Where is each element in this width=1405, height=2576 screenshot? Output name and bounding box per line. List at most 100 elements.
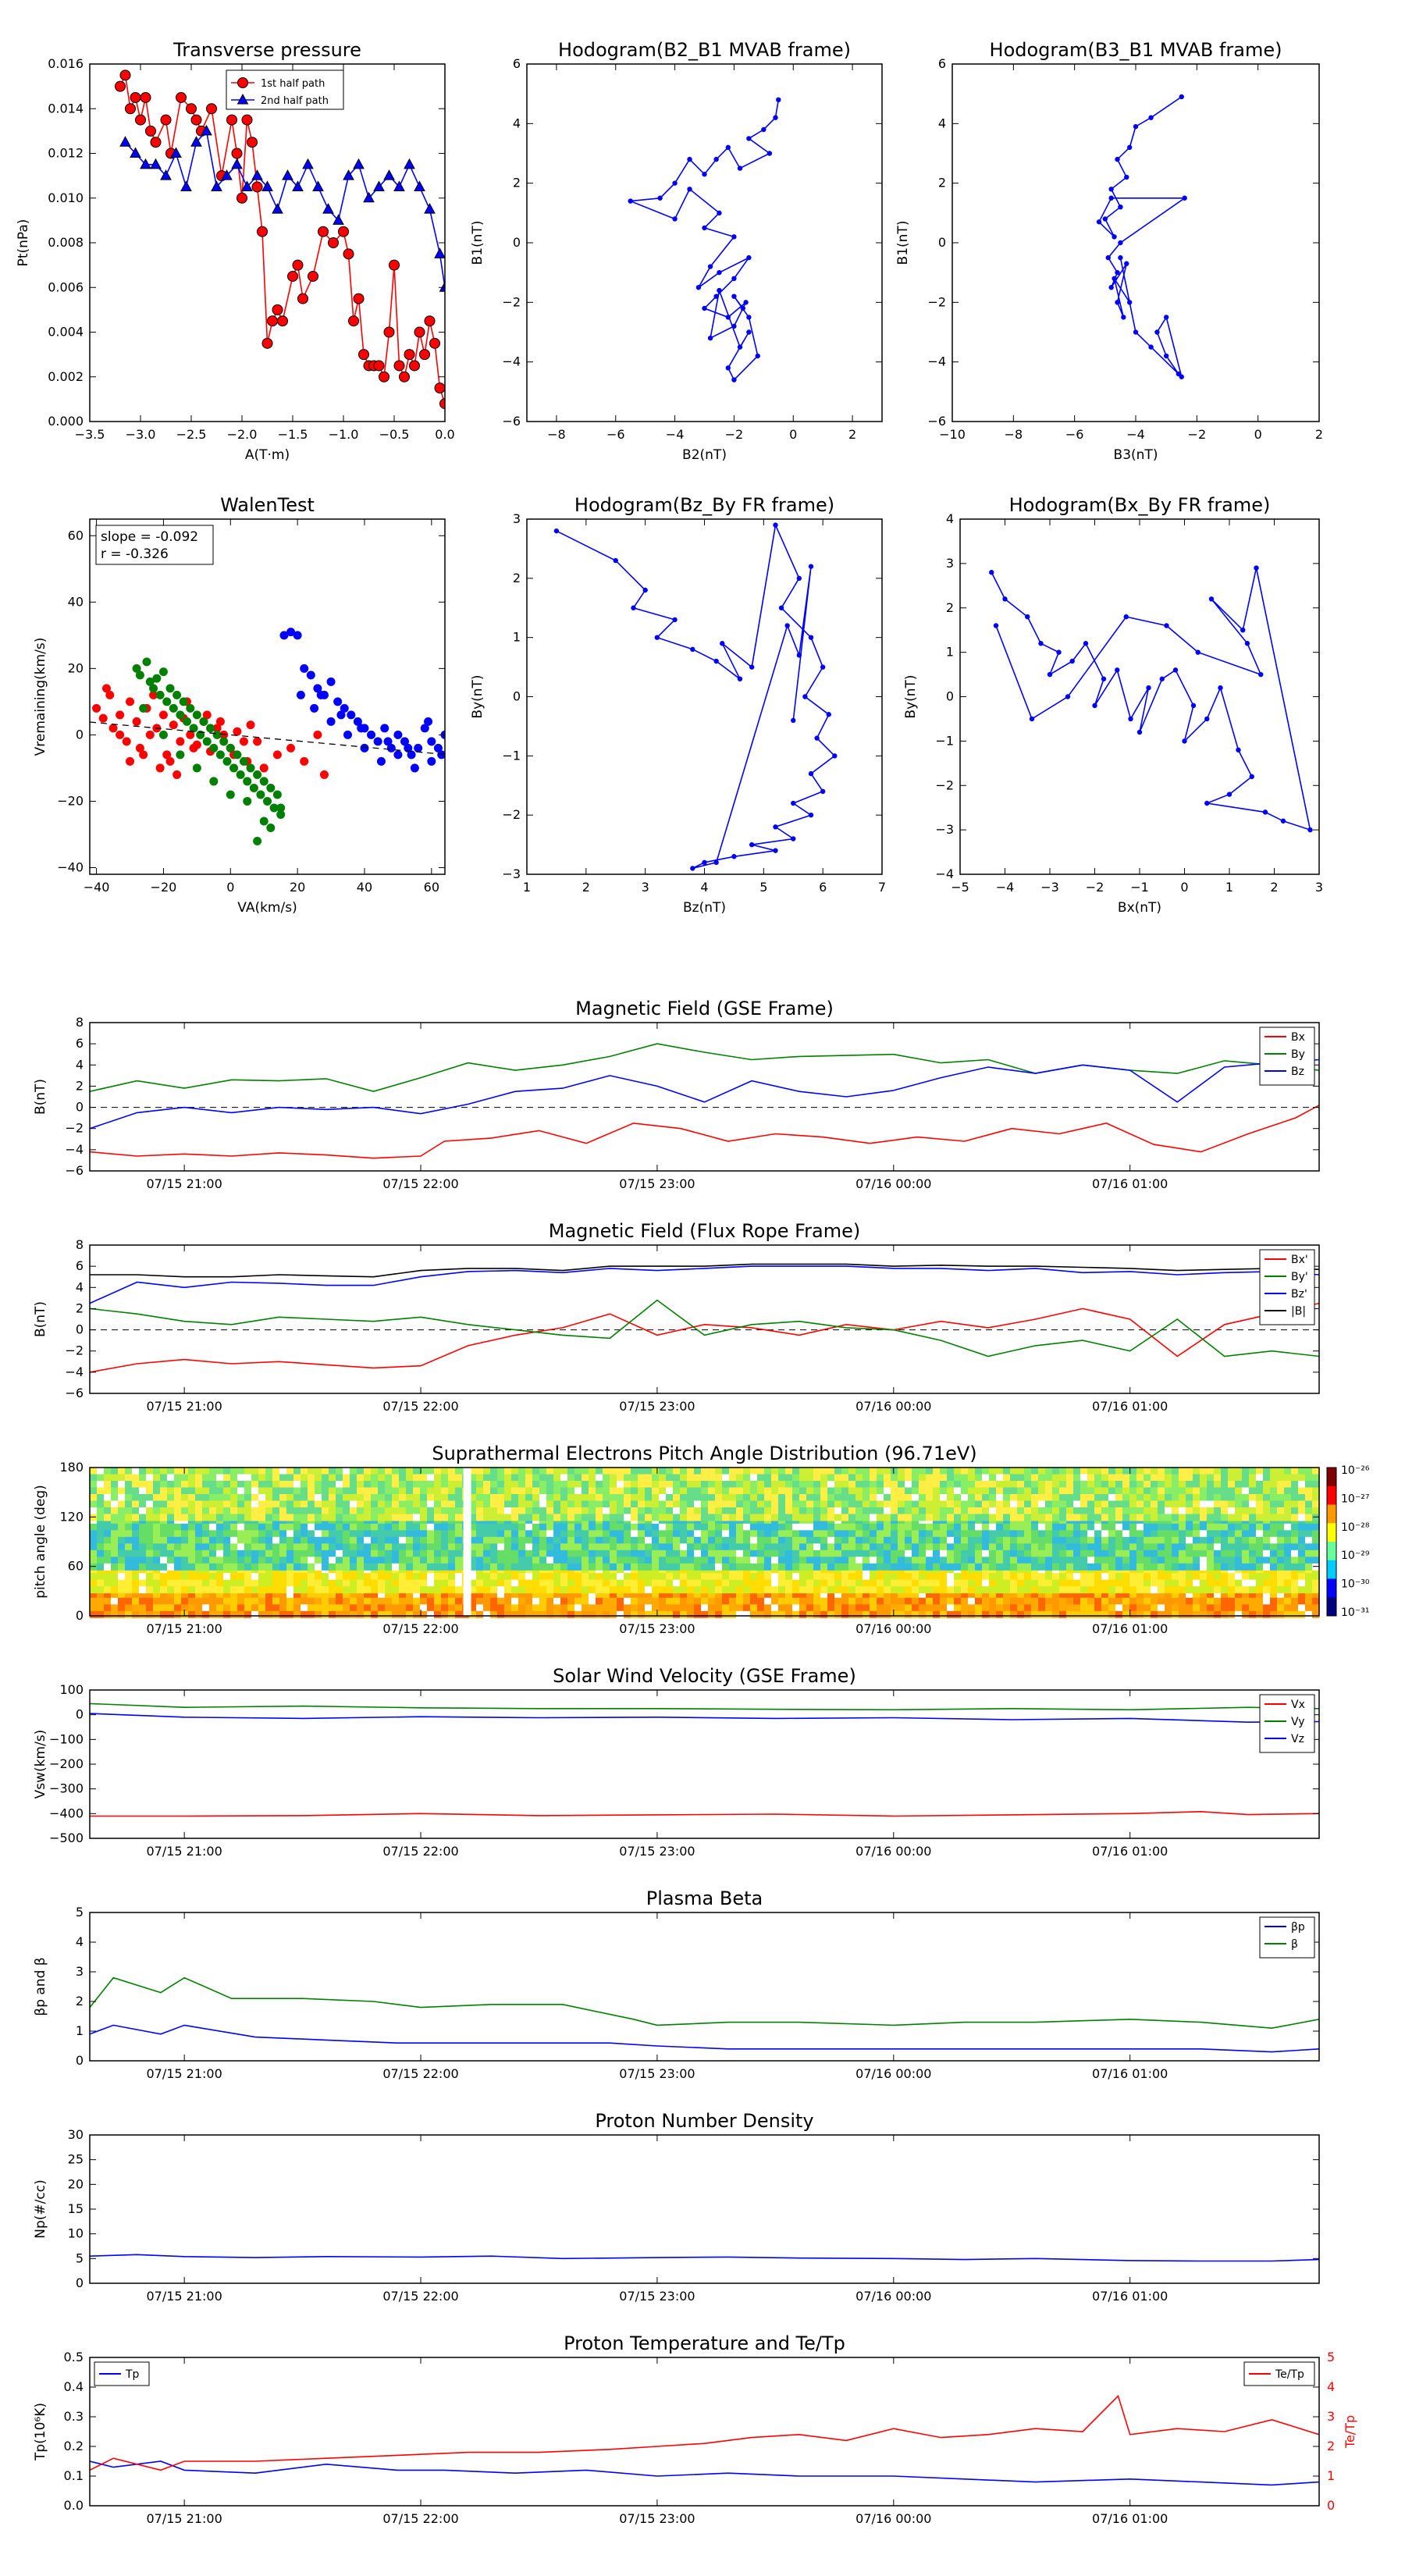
heatmap-cell [476,1586,484,1594]
heatmap-cell [490,1536,498,1544]
heatmap-cell [350,1500,357,1508]
heatmap-cell [258,1563,266,1571]
heatmap-cell [715,1563,723,1571]
heatmap-cell [905,1523,912,1531]
heatmap-cell [153,1474,161,1482]
heatmap-cell [385,1604,393,1612]
y-tick-label: −6 [65,1163,84,1178]
heatmap-cell [884,1523,891,1531]
heatmap-cell [806,1586,814,1594]
heatmap-cell [1186,1494,1193,1501]
heatmap-cell [891,1597,898,1605]
heatmap-cell [631,1557,638,1564]
heatmap-cell [905,1468,912,1475]
y-tick-label: −4 [927,354,946,369]
heatmap-cell [1010,1557,1018,1564]
heatmap-cell [624,1468,631,1475]
data-point [180,180,192,191]
data-point [773,848,778,853]
heatmap-cell [1228,1481,1236,1488]
heatmap-cell [518,1487,526,1495]
heatmap-cell [603,1563,610,1571]
data-point [1280,818,1286,824]
data-point [404,158,415,169]
heatmap-cell [989,1557,997,1564]
x-tick-label: 7 [878,880,886,895]
heatmap-cell [1136,1573,1144,1581]
heatmap-cell [1010,1591,1018,1599]
heatmap-cell [1298,1468,1306,1475]
heatmap-cell [617,1530,624,1538]
heatmap-cell [848,1591,856,1599]
heatmap-cell [251,1481,259,1488]
heatmap-cell [511,1597,519,1605]
heatmap-cell [293,1530,301,1538]
data-point [215,717,225,726]
heatmap-cell [469,1543,477,1551]
heatmap-cell [778,1474,786,1482]
heatmap-cell [1277,1487,1285,1495]
heatmap-cell [1277,1481,1285,1488]
heatmap-cell [652,1507,660,1514]
heatmap-cell [1094,1557,1102,1564]
heatmap-cell [792,1563,800,1571]
heatmap-cell [1003,1530,1011,1538]
x-axis-label: Bx(nT) [1118,900,1161,916]
heatmap-cell [996,1586,1004,1594]
data-point [313,684,322,693]
heatmap-cell [139,1468,147,1475]
heatmap-cell [1305,1536,1313,1544]
data-point [257,226,268,237]
heatmap-cell [729,1573,737,1581]
heatmap-cell [1158,1523,1165,1531]
heatmap-cell [1115,1487,1123,1495]
heatmap-cell [722,1604,730,1612]
heatmap-cell [631,1563,638,1571]
heatmap-cell [160,1500,168,1508]
heatmap-cell [560,1487,568,1495]
heatmap-cell [638,1468,646,1475]
heatmap-cell [336,1507,343,1514]
heatmap-cell [582,1474,589,1482]
heatmap-cell [820,1563,828,1571]
heatmap-cell [834,1468,842,1475]
heatmap-cell [841,1494,849,1501]
heatmap-cell [863,1536,870,1544]
heatmap-cell [617,1604,624,1612]
heatmap-cell [855,1557,863,1564]
heatmap-cell [1207,1563,1215,1571]
heatmap-cell [1256,1536,1264,1544]
data-point [380,724,389,733]
heatmap-cell [792,1604,800,1612]
data-point [400,737,409,746]
data-point [272,304,283,315]
heatmap-cell [392,1494,400,1501]
heatmap-cell [610,1610,617,1618]
heatmap-cell [293,1514,301,1521]
heatmap-cell [834,1591,842,1599]
heatmap-cell [258,1530,266,1538]
heatmap-cell [877,1557,884,1564]
heatmap-cell [125,1550,133,1557]
heatmap-cell [251,1563,259,1571]
data-point [1101,676,1107,681]
heatmap-cell [385,1579,393,1587]
heatmap-cell [279,1610,287,1618]
heatmap-cell [1115,1507,1123,1514]
x-tick-label: −4 [996,880,1015,895]
heatmap-cell [237,1514,245,1521]
heatmap-cell [813,1563,821,1571]
heatmap-cell [884,1610,891,1618]
x-axis-label: B2(nT) [682,447,727,463]
heatmap-cell [188,1468,196,1475]
heatmap-cell [1024,1557,1032,1564]
heatmap-cell [870,1481,877,1488]
heatmap-cell [1038,1543,1046,1551]
heatmap-cell [778,1597,786,1605]
heatmap-cell [97,1468,105,1475]
heatmap-cell [1122,1557,1130,1564]
heatmap-cell [1228,1468,1236,1475]
heatmap-cell [841,1586,849,1594]
heatmap-cell [933,1494,941,1501]
heatmap-cell [680,1523,688,1531]
